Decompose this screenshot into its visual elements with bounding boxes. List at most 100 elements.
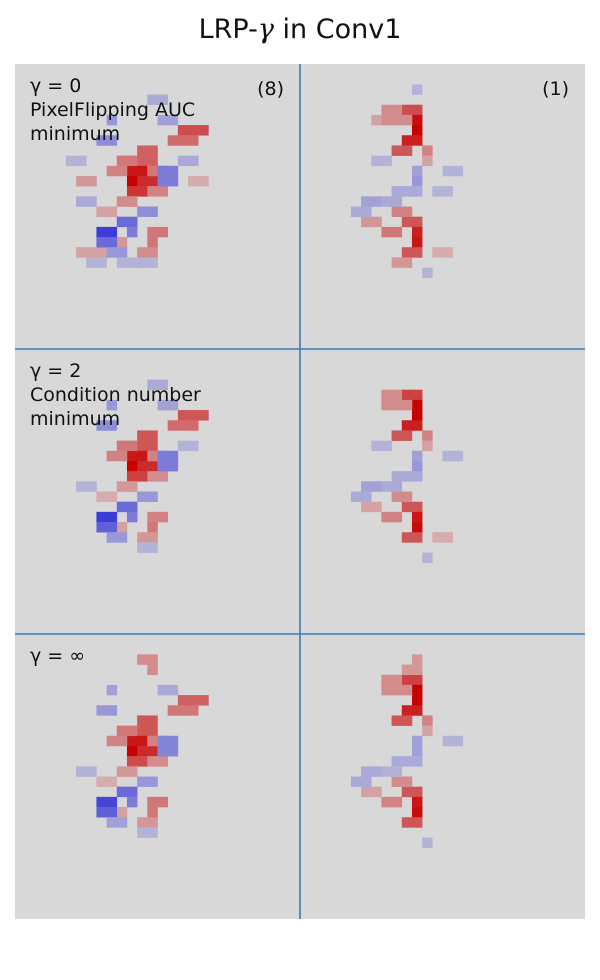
heat-cell-neg	[157, 735, 179, 747]
heat-cell-pos	[147, 471, 168, 482]
heat-cell-neg	[411, 165, 423, 177]
heat-cell-pos	[147, 807, 158, 818]
heat-cell-neg	[422, 552, 433, 564]
heat-cell-pos	[137, 745, 168, 757]
heat-cell-pos	[391, 145, 413, 156]
row-note-label-0-0: PixelFlipping AUC	[30, 99, 195, 121]
heat-cell-neg	[126, 511, 138, 523]
heat-cell-pos	[106, 450, 128, 462]
heat-cell-pos	[381, 114, 413, 126]
heat-cell-neg	[381, 766, 403, 777]
heat-cell-neg	[96, 135, 118, 146]
heat-cell-neg	[96, 226, 118, 238]
heat-cell-pos	[137, 715, 158, 726]
heat-cell-pos	[411, 684, 423, 696]
heat-cell-pos	[391, 776, 413, 787]
title-suffix: in Conv1	[273, 14, 402, 45]
heat-cell-neg	[411, 175, 423, 187]
panel-bg-r1-c1	[300, 349, 585, 634]
heat-cell-pos	[96, 776, 118, 787]
heat-cell-neg	[361, 481, 382, 492]
heat-cell-pos	[411, 226, 423, 238]
heat-cell-neg	[137, 491, 158, 502]
heat-cell-neg	[106, 532, 128, 543]
heat-cell-neg	[106, 817, 128, 828]
heat-cell-pos	[137, 145, 158, 156]
heat-cell-neg	[411, 450, 423, 462]
heat-cell-pos	[381, 674, 403, 686]
heat-cell-pos	[401, 247, 423, 258]
heat-cell-pos	[137, 247, 158, 258]
heat-cell-neg	[350, 491, 372, 502]
heat-cell-pos	[401, 532, 423, 543]
heat-cell-pos	[116, 440, 138, 452]
figure-title: LRP-γ in Conv1	[0, 14, 600, 45]
heat-cell-pos	[96, 491, 118, 502]
title-prefix: LRP-	[198, 14, 258, 45]
heat-cell-neg	[106, 399, 118, 411]
heat-cell-neg	[137, 827, 158, 838]
heat-cell-pos	[391, 491, 413, 502]
heat-cell-neg	[126, 226, 138, 238]
heat-cell-neg	[96, 807, 118, 818]
heat-cell-neg	[350, 206, 372, 217]
heat-cell-pos	[167, 420, 199, 431]
heat-cell-pos	[188, 175, 209, 187]
heat-cell-neg	[76, 196, 97, 207]
heat-cell-neg	[137, 206, 158, 217]
heat-cell-neg	[76, 766, 97, 777]
heat-cell-pos	[126, 165, 148, 177]
heat-cell-pos	[76, 247, 107, 258]
heatmap-cells	[15, 64, 585, 919]
heat-cell-neg	[65, 155, 87, 167]
heat-cell-neg	[116, 257, 138, 268]
panel-dividers	[15, 64, 585, 919]
heat-cell-pos	[177, 695, 209, 706]
heat-cell-neg	[422, 837, 433, 849]
heat-cell-neg	[371, 440, 392, 452]
heat-cell-pos	[137, 532, 158, 543]
heat-cell-neg	[137, 542, 158, 553]
heat-cell-pos	[391, 715, 413, 726]
title-gamma-symbol: γ	[257, 14, 274, 45]
heat-cell-pos	[381, 389, 403, 401]
column-label-0: (8)	[257, 78, 284, 100]
heat-cell-neg	[86, 257, 107, 268]
heat-cell-neg	[361, 196, 382, 207]
heat-cell-pos	[137, 460, 168, 472]
heat-cell-neg	[157, 684, 179, 696]
heat-cell-neg	[96, 511, 118, 523]
heat-cell-pos	[361, 786, 382, 798]
heat-cell-pos	[422, 155, 433, 167]
heat-cell-pos	[401, 786, 423, 798]
heat-cell-neg	[157, 450, 179, 462]
heat-cell-pos	[167, 135, 199, 146]
heat-cell-pos	[147, 664, 158, 676]
heat-cell-pos	[381, 684, 413, 696]
heat-cell-pos	[422, 715, 433, 726]
heat-cell-pos	[411, 695, 423, 706]
row-note-label-0-1: minimum	[30, 123, 120, 145]
panel-bg-r2-c1	[300, 634, 585, 919]
heat-cell-neg	[391, 471, 423, 482]
row-gamma-label-2: γ = ∞	[30, 645, 85, 667]
heat-cell-pos	[422, 725, 433, 737]
heat-cell-pos	[411, 114, 423, 126]
heat-cell-pos	[106, 165, 128, 177]
panel-bg-r0-c1	[300, 64, 585, 349]
row-gamma-label-0: γ = 0	[30, 75, 81, 97]
heat-cell-pos	[422, 440, 433, 452]
heat-cell-neg	[177, 155, 199, 167]
heat-cell-pos	[126, 186, 148, 197]
heat-cell-neg	[116, 501, 138, 513]
heat-cell-pos	[411, 796, 423, 808]
heat-cell-pos	[391, 257, 413, 268]
heat-cell-pos	[126, 481, 138, 492]
heat-cell-neg	[126, 796, 138, 808]
heat-cell-neg	[371, 155, 392, 167]
heat-cell-pos	[381, 511, 403, 523]
heat-cell-pos	[116, 155, 138, 167]
heat-cell-pos	[126, 471, 148, 482]
heat-cell-neg	[432, 186, 453, 197]
heat-cell-neg	[106, 684, 118, 696]
